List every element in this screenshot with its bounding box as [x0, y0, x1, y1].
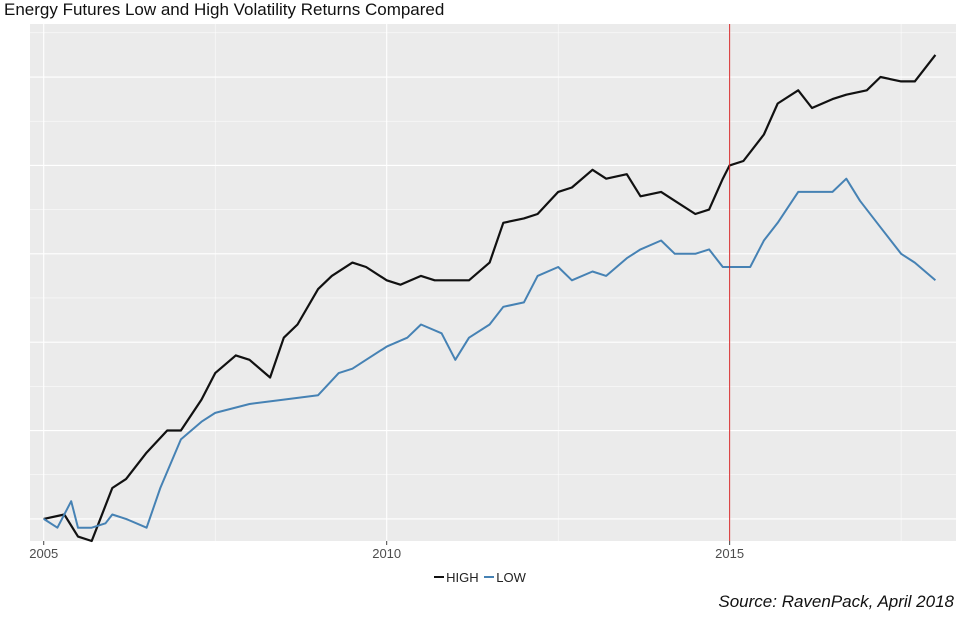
legend: HIGH LOW	[0, 566, 960, 585]
x-tick-label: 2015	[715, 546, 744, 561]
x-axis-ticks: 2005 2010 2015	[29, 541, 744, 561]
source-note: Source: RavenPack, April 2018	[718, 592, 954, 611]
legend-item-high: HIGH	[434, 570, 479, 585]
x-tick-label: 2005	[29, 546, 58, 561]
series-line-high	[43, 54, 937, 543]
legend-label-low: LOW	[496, 569, 526, 585]
legend-label-high: HIGH	[446, 569, 479, 585]
series-line-low	[43, 177, 937, 529]
legend-item-low: LOW	[484, 570, 526, 585]
x-tick-label: 2010	[372, 546, 401, 561]
plot-panel	[30, 24, 956, 541]
chart-title: Energy Futures Low and High Volatility R…	[4, 0, 445, 19]
series-lines	[43, 54, 937, 543]
legend-swatch-low	[484, 576, 495, 578]
legend-swatch-high	[434, 576, 445, 578]
grid-lines	[30, 24, 956, 541]
